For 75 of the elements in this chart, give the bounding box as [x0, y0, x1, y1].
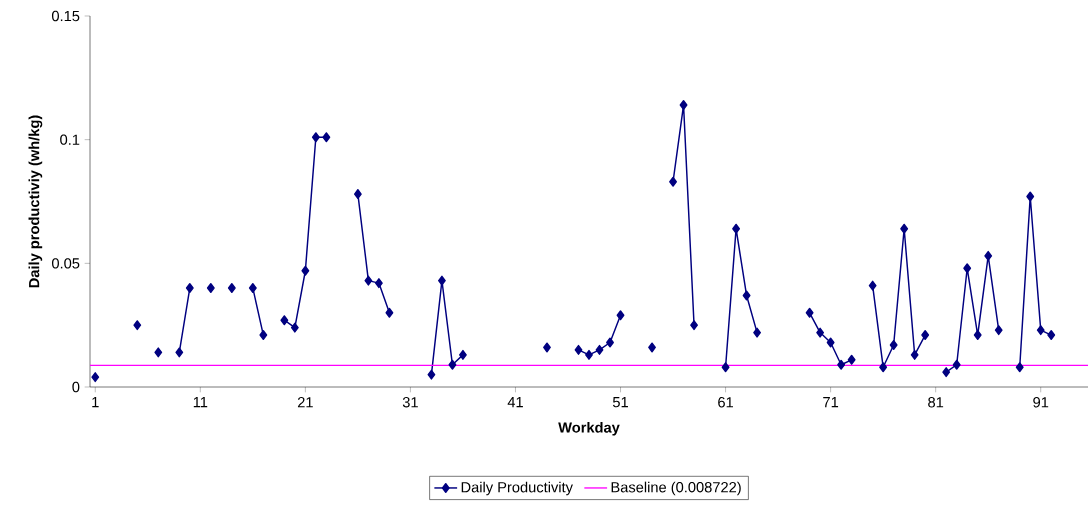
point: [1047, 330, 1056, 341]
point: [837, 359, 846, 370]
point: [921, 330, 930, 341]
point: [910, 349, 919, 360]
point: [280, 315, 289, 326]
x-tick-label: 11: [193, 397, 208, 408]
x-tick-label: 1: [92, 397, 99, 408]
point: [669, 176, 677, 187]
point: [942, 367, 951, 378]
point: [753, 327, 762, 338]
y-tick-label: 0.1: [60, 134, 80, 145]
point: [847, 354, 856, 365]
point: [805, 307, 814, 318]
point: [732, 223, 741, 234]
legend-label: Daily Productivity: [461, 481, 573, 496]
y-tick-label: 0: [72, 381, 80, 393]
point: [259, 330, 268, 341]
x-tick-label: 91: [1033, 397, 1049, 408]
x-tick-label: 61: [718, 397, 734, 408]
point: [322, 132, 331, 143]
point: [1015, 362, 1024, 373]
point: [1026, 191, 1035, 202]
point: [900, 223, 909, 234]
point: [721, 362, 730, 373]
x-axis-title: Workday: [558, 421, 620, 436]
point: [91, 372, 100, 383]
point: [185, 283, 194, 294]
point: [353, 189, 362, 200]
point: [816, 327, 825, 338]
point: [364, 275, 373, 286]
point: [742, 290, 751, 301]
point: [826, 337, 835, 348]
point: [994, 325, 1003, 336]
point: [889, 339, 898, 350]
legend-label: Baseline (0.008722): [611, 481, 741, 496]
point: [448, 359, 457, 370]
point: [427, 369, 436, 380]
point: [459, 349, 467, 360]
x-tick-label: 81: [928, 397, 944, 408]
point: [227, 283, 236, 294]
point: [543, 342, 551, 353]
x-tick-label: 71: [823, 397, 839, 408]
point: [374, 278, 383, 289]
point: [311, 132, 320, 143]
x-tick-label: 51: [612, 397, 628, 408]
point: [585, 349, 593, 360]
point: [385, 307, 394, 318]
point: [952, 359, 961, 370]
y-tick-label: 0.15: [51, 10, 80, 22]
point: [648, 342, 656, 353]
y-axis-title: Daily productiviy (wh/kg): [28, 115, 43, 288]
point: [437, 275, 446, 286]
point: [973, 330, 982, 341]
point: [595, 344, 604, 355]
x-tick-label: 21: [297, 397, 313, 408]
y-tick-label: 0.05: [51, 258, 80, 269]
point: [574, 344, 583, 355]
point: [1036, 325, 1045, 336]
point: [290, 322, 299, 333]
point: [679, 100, 688, 111]
point: [133, 320, 142, 331]
x-tick-label: 31: [402, 397, 418, 408]
point: [301, 265, 310, 276]
point: [248, 283, 257, 294]
point: [206, 283, 215, 294]
point: [154, 347, 163, 358]
point: [963, 263, 972, 274]
point: [175, 347, 184, 358]
point: [690, 320, 698, 331]
x-tick-label: 41: [507, 397, 523, 408]
point: [606, 337, 614, 348]
point: [616, 310, 625, 321]
point: [879, 362, 888, 373]
point: [868, 280, 877, 291]
point: [984, 250, 993, 261]
